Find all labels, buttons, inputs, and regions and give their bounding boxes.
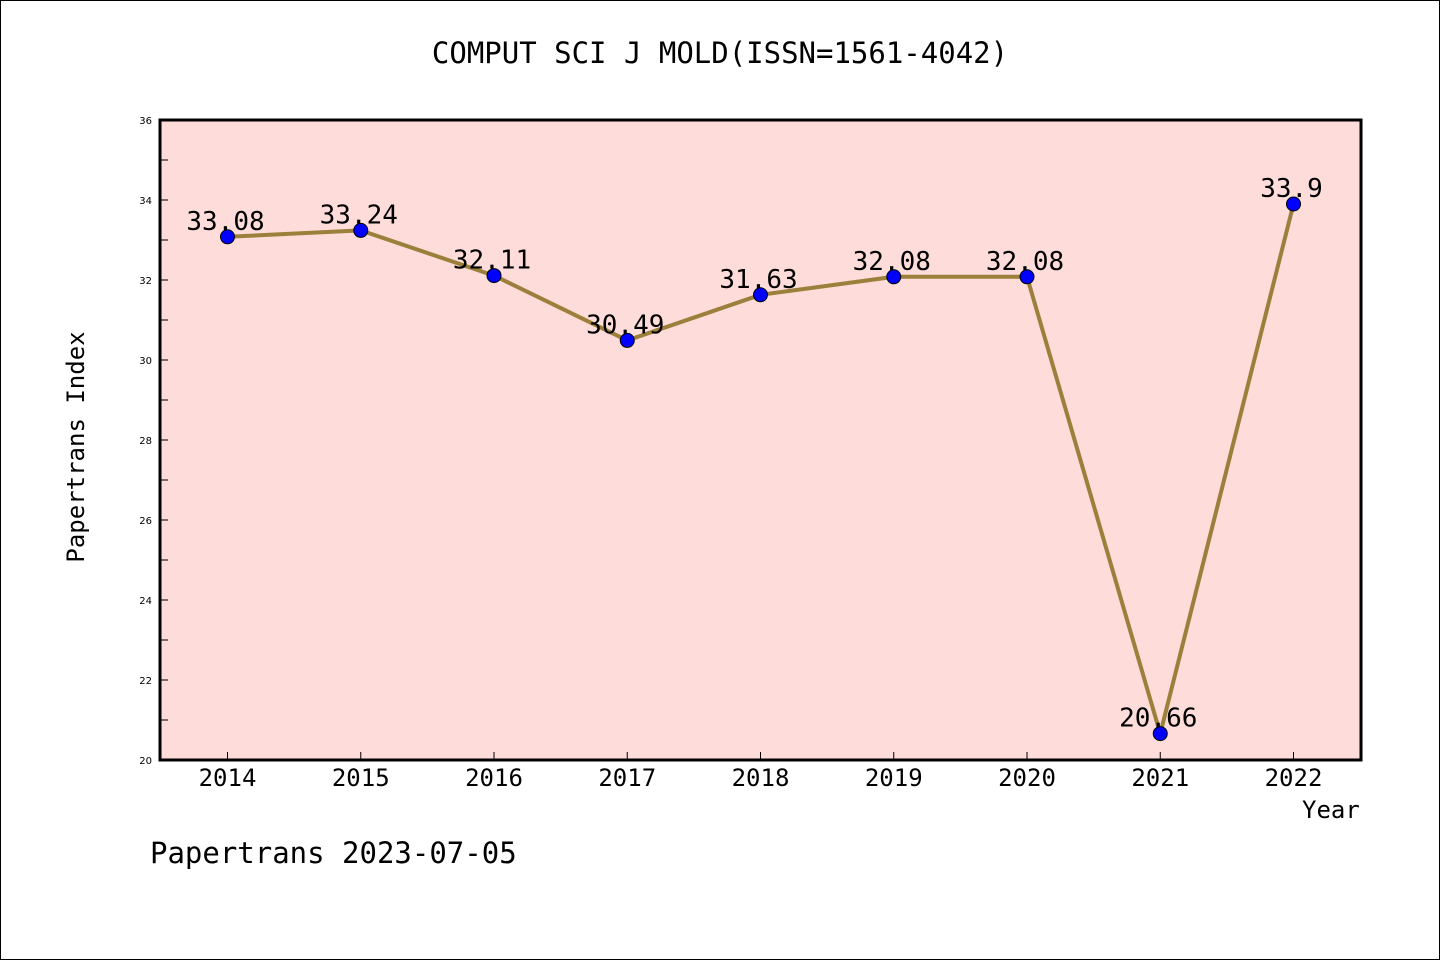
x-tick-label: 2017 xyxy=(598,764,656,792)
data-label: 33.08 xyxy=(186,207,264,237)
y-tick-label: 26 xyxy=(139,516,152,527)
y-tick-label: 36 xyxy=(139,116,152,127)
data-point xyxy=(1286,196,1301,212)
data-label: 30.49 xyxy=(586,310,664,340)
x-tick-label: 2015 xyxy=(332,764,390,792)
x-axis-label: Year xyxy=(1302,796,1360,824)
data-point xyxy=(1019,269,1035,285)
data-point xyxy=(619,332,635,348)
footer-stamp: Papertrans 2023-07-05 xyxy=(150,836,517,870)
data-label: 33.9 xyxy=(1260,174,1323,204)
x-axis: 2014 2015 2016 2017 2018 2019 2020 2021 2022 xyxy=(199,752,1323,792)
data-point xyxy=(353,222,369,238)
x-tick-label: 2016 xyxy=(465,764,523,792)
data-point xyxy=(886,269,902,285)
data-label: 31.63 xyxy=(719,265,797,295)
data-label: 33.24 xyxy=(320,200,398,230)
y-tick-label: 28 xyxy=(139,436,152,447)
plot-border xyxy=(158,118,1363,762)
x-tick-label: 2020 xyxy=(998,764,1056,792)
y-tick-label: 30 xyxy=(139,356,152,367)
x-tick-label: 2021 xyxy=(1131,764,1189,792)
x-tick-label: 2019 xyxy=(865,764,923,792)
y-tick-label: 24 xyxy=(139,596,152,607)
x-tick-label: 2018 xyxy=(732,764,790,792)
data-label: 32.08 xyxy=(986,247,1064,277)
data-point xyxy=(1152,726,1168,742)
data-point xyxy=(486,268,502,284)
data-label: 20.66 xyxy=(1119,704,1197,734)
data-point xyxy=(753,287,768,303)
y-tick-label: 20 xyxy=(139,756,152,767)
data-label: 32.11 xyxy=(453,246,531,276)
data-label: 32.08 xyxy=(853,247,931,277)
y-tick-label: 32 xyxy=(139,276,152,287)
chart-title: COMPUT SCI J MOLD(ISSN=1561-4042) xyxy=(431,36,1009,70)
y-tick-label: 22 xyxy=(139,676,152,687)
series: 33.08 33.24 32.11 30.49 31.63 32.08 32.08 20.66… xyxy=(186,174,1323,742)
x-tick-label: 2014 xyxy=(199,764,257,792)
y-tick-label: 34 xyxy=(139,196,152,207)
data-point xyxy=(220,229,235,245)
x-tick-label: 2022 xyxy=(1265,764,1323,792)
